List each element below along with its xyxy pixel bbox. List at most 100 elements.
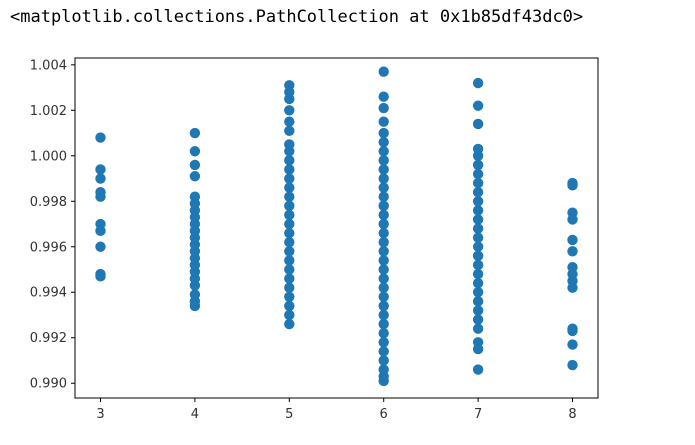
scatter-point — [378, 337, 389, 348]
scatter-point — [472, 364, 484, 375]
scatter-point — [378, 355, 389, 366]
scatter-point — [472, 314, 484, 325]
scatter-point — [95, 268, 106, 280]
scatter-point — [378, 66, 389, 77]
y-tick-label: 0.990 — [30, 377, 67, 392]
scatter-point — [284, 255, 295, 266]
scatter-point — [472, 118, 484, 130]
y-tick-label: 1.002 — [30, 104, 67, 119]
scatter-point — [378, 102, 389, 114]
scatter-point — [189, 159, 201, 171]
scatter-point — [472, 232, 484, 243]
scatter-point — [284, 282, 295, 293]
scatter-point — [472, 77, 484, 89]
x-tick-label: 4 — [191, 407, 199, 422]
scatter-point — [378, 191, 389, 202]
scatter-point — [378, 300, 389, 312]
scatter-point — [472, 205, 484, 216]
scatter-point — [189, 191, 201, 202]
scatter-point — [284, 155, 295, 166]
scatter-point — [284, 200, 295, 212]
scatter-point — [189, 171, 201, 182]
scatter-point — [189, 289, 201, 300]
scatter-point — [472, 241, 484, 252]
scatter-point — [378, 116, 389, 127]
scatter-point — [472, 196, 484, 207]
scatter-point — [472, 305, 484, 316]
scatter-point — [284, 209, 295, 221]
x-tick-label: 6 — [380, 407, 388, 422]
scatter-point — [95, 164, 106, 175]
scatter-point — [472, 268, 484, 280]
scatter-point — [472, 250, 484, 262]
scatter-point — [284, 237, 295, 248]
scatter-point — [189, 146, 201, 157]
scatter-point — [378, 164, 389, 175]
scatter-point — [567, 234, 578, 246]
scatter-point — [95, 173, 106, 184]
scatter-point — [378, 237, 389, 248]
scatter-point — [378, 200, 389, 212]
scatter-point — [472, 287, 484, 298]
scatter-point — [567, 177, 578, 189]
scatter-point — [95, 186, 106, 198]
scatter-point — [567, 339, 578, 350]
y-tick-label: 1.000 — [30, 149, 67, 164]
scatter-point — [378, 264, 389, 275]
scatter-point — [378, 246, 389, 257]
scatter-point — [284, 227, 295, 239]
scatter-point — [284, 246, 295, 257]
scatter-point — [472, 168, 484, 180]
scatter-point — [378, 318, 389, 330]
y-axis-ticks: 0.990 0.992 0.994 0.996 0.998 1.000 1.002 1.004 — [30, 58, 75, 392]
scatter-point — [472, 143, 484, 155]
x-tick-label: 3 — [96, 407, 104, 422]
scatter-point — [378, 136, 389, 148]
scatter-point — [378, 91, 389, 102]
scatter-point — [472, 100, 484, 111]
y-tick-label: 1.004 — [30, 58, 67, 73]
scatter-point — [284, 182, 295, 193]
scatter-points — [95, 66, 578, 387]
scatter-point — [95, 132, 106, 143]
scatter-point — [378, 346, 389, 357]
y-tick-label: 0.998 — [30, 195, 67, 210]
scatter-point — [378, 255, 389, 266]
scatter-point — [472, 323, 484, 334]
scatter-point — [378, 309, 389, 321]
scatter-point — [189, 127, 201, 139]
scatter-point — [284, 300, 295, 312]
scatter-point — [284, 164, 295, 175]
scatter-point — [378, 146, 389, 157]
x-axis-ticks: 3 4 5 6 7 8 — [96, 398, 577, 422]
x-tick-label: 8 — [568, 407, 576, 422]
scatter-point — [472, 296, 484, 307]
scatter-point — [284, 105, 295, 116]
scatter-point — [378, 155, 389, 166]
scatter-point — [95, 218, 106, 230]
scatter-point — [472, 223, 484, 234]
scatter-point — [378, 291, 389, 302]
scatter-point — [284, 116, 295, 127]
scatter-point — [472, 186, 484, 198]
scatter-point — [472, 337, 484, 348]
y-tick-label: 0.992 — [30, 331, 67, 346]
scatter-point — [472, 177, 484, 189]
scatter-point — [378, 182, 389, 193]
y-tick-label: 0.994 — [30, 286, 67, 301]
scatter-point — [284, 309, 295, 321]
scatter-point — [378, 282, 389, 293]
scatter-point — [284, 191, 295, 202]
x-tick-label: 7 — [474, 407, 482, 422]
x-tick-label: 5 — [285, 407, 293, 422]
scatter-point — [284, 273, 295, 284]
scatter-point — [472, 214, 484, 225]
scatter-point — [284, 125, 295, 136]
scatter-point — [378, 227, 389, 239]
axes-frame — [74, 57, 599, 399]
scatter-point — [378, 364, 389, 375]
scatter-point — [378, 127, 389, 139]
scatter-point — [567, 359, 578, 371]
scatter-point — [472, 259, 484, 271]
